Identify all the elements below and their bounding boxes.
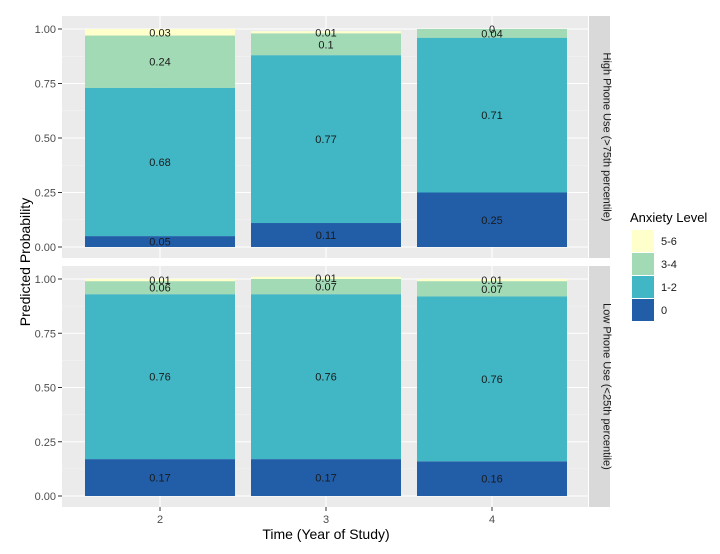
facet-strip-label: High Phone Use (>75th percentile): [601, 52, 613, 221]
data-label: 0.01: [149, 275, 170, 287]
bar-segment: [85, 279, 235, 282]
data-label: 0.03: [149, 27, 170, 39]
bar-segment: [85, 236, 235, 247]
y-tick-label: 0.25: [35, 188, 56, 200]
bar-segment: [417, 192, 567, 247]
bar-segment: [417, 296, 567, 462]
data-label: 0.07: [315, 282, 336, 294]
data-label: 0.04: [481, 28, 502, 40]
legend-swatch: [632, 253, 654, 275]
legend-label: 3-4: [661, 259, 677, 271]
bar-segment: [85, 29, 235, 36]
legend-label: 0: [661, 305, 667, 317]
bar-segment: [85, 459, 235, 496]
data-label: 0.24: [149, 57, 170, 69]
x-tick-label: 4: [489, 514, 495, 526]
bar-segment: [417, 281, 567, 297]
bar-segment: [251, 279, 401, 295]
legend-title: Anxiety Level: [630, 210, 707, 225]
y-axis-title: Predicted Probability: [17, 198, 33, 326]
data-label: 0.16: [481, 474, 502, 486]
bar-segment: [85, 294, 235, 460]
legend-swatch: [632, 299, 654, 321]
bar-segment: [417, 29, 567, 38]
bar-segment: [251, 459, 401, 496]
data-label: 0.07: [481, 284, 502, 296]
bar-segment: [417, 37, 567, 193]
data-label: 0.11: [316, 230, 337, 242]
y-tick-label: 1.00: [35, 274, 56, 286]
bar-segment: [251, 55, 401, 224]
bar-segment: [85, 281, 235, 295]
bar-segment: [85, 35, 235, 88]
data-label: 0: [489, 24, 495, 36]
bar-segment: [251, 33, 401, 56]
y-tick-label: 0.50: [35, 383, 56, 395]
y-tick-label: 0.00: [35, 491, 56, 503]
data-label: 0.01: [315, 27, 336, 39]
data-label: 0.76: [315, 372, 336, 384]
facet-strip: [589, 266, 610, 507]
y-tick-label: 0.75: [35, 328, 56, 340]
legend-swatch: [632, 276, 654, 298]
x-tick-label: 2: [157, 514, 163, 526]
facet-strip: [589, 16, 610, 258]
y-tick-label: 0.00: [35, 242, 56, 254]
x-tick-label: 3: [323, 514, 329, 526]
facet-strip-label: Low Phone Use (<25th percentile): [601, 303, 613, 470]
legend-swatch: [632, 230, 654, 252]
bar-segment: [417, 461, 567, 496]
y-tick-label: 1.00: [35, 24, 56, 36]
y-tick-label: 0.50: [35, 133, 56, 145]
x-axis-title: Time (Year of Study): [262, 526, 389, 542]
data-label: 0.05: [149, 237, 170, 249]
data-label: 0.68: [149, 157, 170, 169]
data-label: 0.71: [481, 110, 502, 122]
legend-label: 5-6: [661, 236, 677, 248]
legend-label: 1-2: [661, 282, 677, 294]
data-label: 0.1: [318, 39, 333, 51]
bar-segment: [417, 279, 567, 282]
bar-segment: [85, 87, 235, 237]
y-tick-label: 0.75: [35, 79, 56, 91]
data-label: 0.76: [149, 372, 170, 384]
bar-segment: [251, 223, 401, 247]
data-label: 0.17: [149, 473, 170, 485]
data-label: 0.25: [481, 215, 502, 227]
data-label: 0.01: [481, 275, 502, 287]
bar-segment: [251, 294, 401, 460]
data-label: 0.77: [315, 134, 336, 146]
bar-segment: [251, 276, 401, 279]
data-label: 0.76: [481, 374, 502, 386]
y-tick-label: 0.25: [35, 437, 56, 449]
data-label: 0.17: [315, 473, 336, 485]
data-label: 0.06: [149, 283, 170, 295]
bar-segment: [251, 31, 401, 34]
data-label: 0.01: [315, 273, 336, 285]
